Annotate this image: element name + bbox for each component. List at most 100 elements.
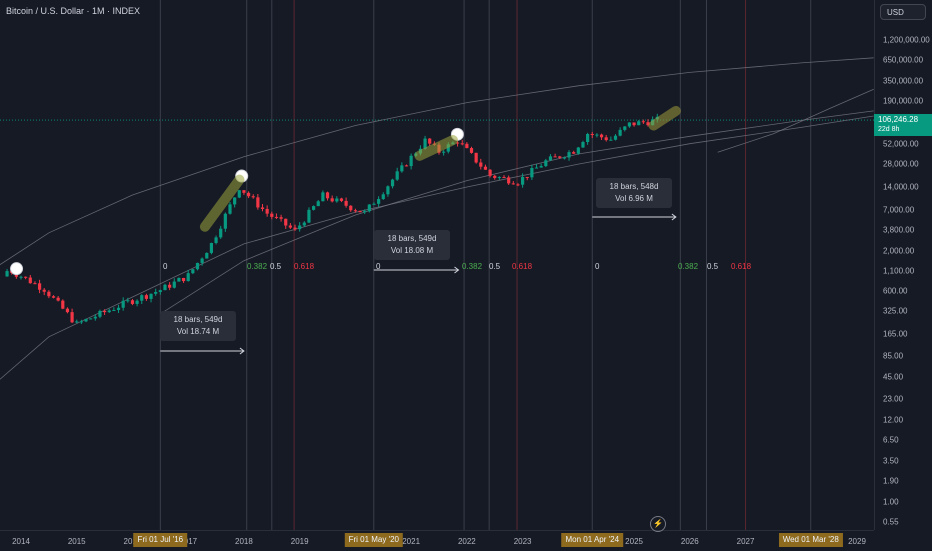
channel-projection-curve (717, 88, 874, 153)
fib-label-0: 0 (376, 262, 381, 271)
price-tick-label: 0.55 (883, 517, 899, 527)
candle-down (330, 198, 334, 202)
candle-down (288, 225, 292, 228)
fib-label-0382: 0.382 (247, 262, 268, 271)
candle-up (298, 225, 302, 230)
fib-label-0382: 0.382 (462, 262, 483, 271)
candle-down (51, 296, 56, 298)
candle-up (395, 171, 399, 180)
candle-down (246, 192, 251, 197)
candle-up (567, 152, 571, 158)
highlight-segment (199, 174, 245, 232)
candle-down (65, 308, 70, 313)
candle-up (121, 300, 125, 308)
price-tick-label: 650,000.00 (883, 55, 924, 65)
candle-up (576, 147, 580, 154)
fib-label-0: 0 (163, 262, 168, 271)
candle-down (349, 205, 353, 211)
candle-down (641, 121, 645, 123)
candle-down (24, 276, 28, 278)
candle-down (590, 134, 594, 136)
candle-up (228, 204, 232, 214)
candle-up (562, 157, 566, 159)
candle-down (428, 138, 432, 144)
candle-down (42, 289, 46, 292)
fib-label-05: 0.5 (270, 262, 282, 271)
measure-bars: 18 bars, 548d (609, 182, 659, 191)
time-tick-label: 2027 (736, 537, 755, 546)
price-tick-label: 190,000.00 (883, 96, 924, 106)
candle-down (353, 210, 357, 212)
candle-up (149, 293, 153, 299)
candle-down (599, 134, 604, 138)
time-axis[interactable]: 2014201520162017201820192020202120222023… (0, 530, 874, 551)
candle-up (586, 134, 590, 143)
fib-label-0: 0 (595, 262, 600, 271)
candle-down (130, 300, 135, 304)
candle-down (553, 156, 557, 158)
candle-up (172, 281, 176, 288)
bar-countdown: 22d 8h (878, 126, 900, 133)
candle-up (316, 201, 320, 207)
candle-down (404, 165, 409, 167)
candle-up (177, 277, 181, 282)
highlight-segment (648, 105, 681, 131)
fib-label-0618: 0.618 (731, 262, 752, 271)
candle-up (191, 269, 195, 274)
candle-down (358, 210, 362, 213)
currency-button[interactable]: USD (880, 4, 926, 20)
candle-down (604, 137, 608, 141)
measure-box-2: 18 bars, 549d Vol 18.08 M (374, 230, 450, 260)
last-price: 106,246.28 (878, 115, 919, 124)
measure-arrow-2-head (454, 266, 460, 274)
candle-up (377, 199, 381, 204)
candle-up (75, 321, 79, 323)
candle-down (103, 310, 107, 313)
candle-up (312, 206, 316, 210)
candle-up (233, 197, 237, 205)
lightning-icon[interactable]: ⚡ (650, 516, 666, 532)
price-axis[interactable]: 1,200,000.00 650,000.00 350,000.00 190,000.… (874, 0, 932, 530)
time-highlight-label: Fri 01 May '20 (344, 533, 403, 547)
fib-label-0618: 0.618 (512, 262, 533, 271)
candle-down (460, 143, 464, 145)
channel-mid-curve (160, 110, 874, 315)
candle-down (33, 283, 37, 285)
time-tick-label: 2017 (179, 537, 198, 546)
measure-volume: Vol 18.74 M (176, 327, 220, 336)
price-tick-label: 45.00 (883, 372, 904, 382)
candle-down (70, 312, 74, 323)
candle-down (56, 297, 60, 301)
candle-up (302, 222, 306, 226)
candle-down (511, 183, 515, 185)
candle-up (390, 179, 395, 187)
candle-up (595, 134, 599, 136)
candle-up (163, 284, 167, 291)
candle-up (307, 209, 311, 223)
price-tick-label: 6.50 (883, 435, 899, 445)
time-tick-label: 2025 (625, 537, 643, 546)
candle-down (284, 218, 288, 226)
last-price-tag: 106,246.28 22d 8h (874, 114, 932, 136)
candle-down (251, 196, 255, 198)
candle-down (507, 177, 511, 184)
price-tick-label: 325.00 (883, 306, 908, 316)
candle-up (539, 166, 543, 168)
price-tick-label: 52,000.00 (883, 139, 919, 149)
time-tick-label: 2016 (123, 537, 142, 546)
candle-up (386, 186, 390, 195)
time-highlight-label: Mon 01 Apr '24 (561, 533, 624, 547)
candle-up (126, 300, 130, 302)
candle-up (363, 211, 367, 213)
candle-up (205, 252, 209, 259)
cycle-top-marker (10, 262, 24, 276)
candle-down (516, 184, 520, 186)
measure-bars: 18 bars, 549d (387, 234, 437, 243)
candle-up (400, 165, 404, 172)
price-tick-label: 2,000.00 (883, 246, 915, 256)
price-tick-label: 1.90 (883, 476, 899, 486)
candle-up (223, 213, 227, 229)
price-tick-label: 3.50 (883, 456, 899, 466)
candle-down (572, 152, 576, 154)
